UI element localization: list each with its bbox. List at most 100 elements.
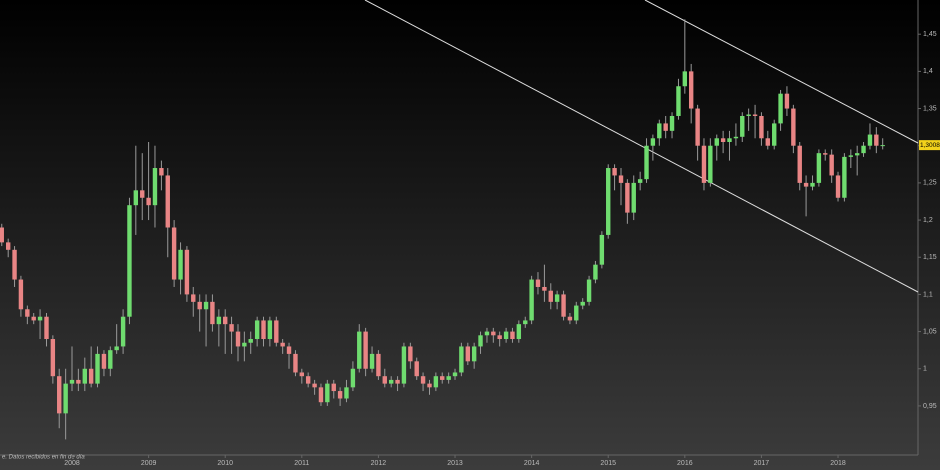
candle-body bbox=[414, 361, 419, 377]
candle-body bbox=[223, 316, 228, 325]
candle-body bbox=[108, 350, 113, 369]
candle-body bbox=[357, 331, 362, 369]
candle-body bbox=[791, 108, 796, 146]
candle-body bbox=[203, 301, 209, 310]
candle-body bbox=[880, 145, 885, 147]
candle-body bbox=[803, 182, 809, 187]
note: e. Datos recibidos en fin de día bbox=[2, 455, 85, 461]
candle-body bbox=[101, 353, 107, 369]
candle-body bbox=[267, 320, 273, 340]
candle-body bbox=[606, 168, 611, 235]
candle-body bbox=[312, 383, 317, 388]
candle-body bbox=[210, 301, 215, 325]
candle-body bbox=[625, 182, 630, 213]
candle-body bbox=[554, 294, 560, 302]
candle-body bbox=[727, 138, 732, 143]
candle-body bbox=[120, 316, 126, 347]
candle-body bbox=[350, 368, 356, 388]
candle-body bbox=[848, 155, 854, 157]
x-tick-label: 2016 bbox=[677, 460, 693, 467]
candle-body bbox=[88, 368, 94, 384]
candle-body bbox=[184, 249, 190, 295]
x-tick-label: 2015 bbox=[600, 460, 616, 467]
candle-body bbox=[484, 331, 490, 336]
x-tick-label: 2009 bbox=[141, 460, 157, 467]
candle-body bbox=[778, 93, 783, 124]
candle-body bbox=[152, 168, 158, 206]
candle-body bbox=[165, 175, 170, 228]
candle-body bbox=[401, 346, 407, 384]
y-tick-label: 1 bbox=[923, 366, 927, 373]
candle-body bbox=[784, 93, 790, 109]
candle-body bbox=[5, 242, 11, 250]
x-tick-label: 2011 bbox=[294, 460, 309, 467]
candle-body bbox=[337, 391, 343, 399]
x-tick-label: 2008 bbox=[64, 460, 80, 467]
candle-body bbox=[229, 324, 234, 332]
candle-body bbox=[248, 339, 253, 343]
y-tick-label: 1,15 bbox=[923, 254, 937, 261]
candle-body bbox=[274, 320, 279, 343]
candle-body bbox=[395, 379, 400, 384]
trend-line bbox=[364, 0, 919, 293]
candle-body bbox=[44, 316, 49, 340]
candle-body bbox=[133, 190, 139, 206]
y-tick-label: 0,95 bbox=[923, 403, 937, 410]
candle-body bbox=[140, 190, 145, 198]
candle-body bbox=[63, 383, 68, 414]
candle-body bbox=[823, 153, 828, 155]
candle-body bbox=[242, 342, 247, 347]
candle-body bbox=[644, 145, 649, 180]
candle-body bbox=[529, 279, 534, 321]
candle-body bbox=[746, 114, 751, 116]
candle-body bbox=[446, 376, 451, 380]
candle-body bbox=[18, 279, 24, 310]
candle-body bbox=[363, 331, 368, 369]
y-tick-label: 1,1 bbox=[923, 291, 933, 298]
trend-line bbox=[644, 0, 919, 144]
candle-body bbox=[318, 387, 324, 403]
candle-body bbox=[433, 376, 439, 388]
candle-body bbox=[369, 353, 375, 369]
candle-body bbox=[261, 320, 266, 340]
candle-body bbox=[503, 331, 509, 340]
candle-body bbox=[535, 279, 541, 287]
y-tick-label: 1,05 bbox=[923, 328, 937, 335]
candle-body bbox=[382, 376, 387, 384]
y-tick-label: 1,2 bbox=[923, 217, 933, 224]
candle-body bbox=[146, 197, 151, 206]
candle-body bbox=[471, 346, 477, 362]
candle-body bbox=[657, 123, 662, 139]
candle-body bbox=[708, 145, 713, 183]
candle-body bbox=[280, 342, 285, 347]
candle-body bbox=[542, 286, 547, 291]
candle-body bbox=[612, 168, 617, 176]
candle-body bbox=[69, 379, 75, 384]
candle-body bbox=[842, 156, 847, 198]
candle-body bbox=[650, 138, 656, 146]
candle-body bbox=[829, 154, 834, 176]
candle-body bbox=[759, 115, 764, 139]
candle-body bbox=[867, 134, 873, 146]
candle-body bbox=[740, 115, 745, 137]
candle-body bbox=[82, 368, 87, 384]
candle-body bbox=[593, 264, 598, 280]
candle-body bbox=[765, 138, 770, 146]
candle-body bbox=[305, 376, 311, 384]
candle-body bbox=[465, 346, 471, 362]
candle-body bbox=[497, 335, 502, 340]
candle-body bbox=[197, 301, 202, 310]
candle-body bbox=[548, 290, 553, 302]
candle-body bbox=[293, 353, 298, 373]
candle-body bbox=[299, 372, 305, 377]
candle-body bbox=[325, 383, 330, 403]
candle-body bbox=[235, 331, 241, 347]
last-price-box bbox=[919, 140, 940, 151]
candle-body bbox=[861, 145, 866, 154]
candle-body bbox=[408, 346, 413, 362]
candle-body bbox=[772, 123, 777, 146]
candle-body bbox=[37, 316, 43, 321]
candle-body bbox=[618, 175, 624, 183]
candle-body bbox=[631, 182, 636, 213]
